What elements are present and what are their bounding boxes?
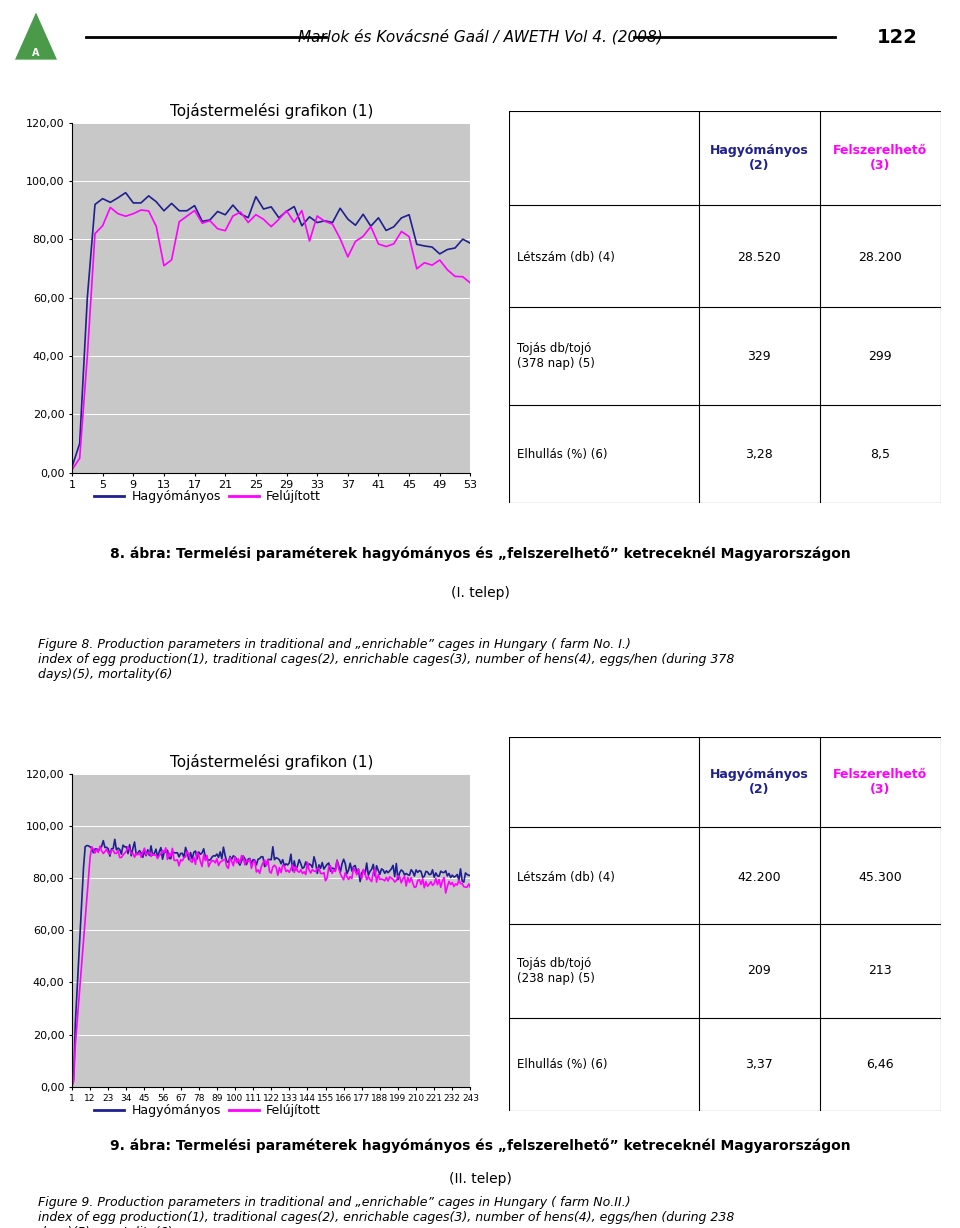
Text: 299: 299 — [869, 350, 892, 362]
Text: 122: 122 — [877, 28, 918, 47]
Text: 42.200: 42.200 — [737, 871, 781, 884]
Text: (II. telep): (II. telep) — [448, 1172, 512, 1185]
Text: 3,28: 3,28 — [746, 448, 773, 460]
Text: (I. telep): (I. telep) — [450, 586, 510, 599]
Text: Felújított: Felújított — [266, 1104, 321, 1116]
Text: 3,37: 3,37 — [746, 1059, 773, 1071]
Text: 8,5: 8,5 — [871, 448, 890, 460]
Text: Létszám (db) (4): Létszám (db) (4) — [517, 252, 615, 264]
Text: A: A — [33, 48, 39, 58]
Text: 9. ábra: Termelési paraméterek hagyómányos és „felszerelhető” ketreceknél Magyar: 9. ábra: Termelési paraméterek hagyómány… — [109, 1138, 851, 1153]
Text: 6,46: 6,46 — [867, 1059, 894, 1071]
Text: Felszerelhető
(3): Felszerelhető (3) — [833, 144, 927, 172]
Text: 28.200: 28.200 — [858, 252, 902, 264]
Text: Elhullás (%) (6): Elhullás (%) (6) — [517, 1059, 608, 1071]
Title: Tojástermelési grafikon (1): Tojástermelési grafikon (1) — [170, 103, 372, 119]
Text: Tojás db/tojó
(238 nap) (5): Tojás db/tojó (238 nap) (5) — [517, 957, 595, 985]
Text: 28.520: 28.520 — [737, 252, 781, 264]
Text: Felszerelhető
(3): Felszerelhető (3) — [833, 768, 927, 796]
Text: Elhullás (%) (6): Elhullás (%) (6) — [517, 448, 608, 460]
Polygon shape — [14, 11, 58, 60]
Text: Tojás db/tojó
(378 nap) (5): Tojás db/tojó (378 nap) (5) — [517, 343, 595, 370]
Text: 329: 329 — [748, 350, 771, 362]
Text: 209: 209 — [748, 964, 771, 977]
Text: 213: 213 — [869, 964, 892, 977]
Title: Tojástermelési grafikon (1): Tojástermelési grafikon (1) — [170, 754, 372, 770]
Text: Létszám (db) (4): Létszám (db) (4) — [517, 871, 615, 884]
Text: Figure 9. Production parameters in traditional and „enrichable” cages in Hungary: Figure 9. Production parameters in tradi… — [37, 1196, 734, 1228]
Text: Hagyómányos: Hagyómányos — [132, 1104, 221, 1116]
Text: 45.300: 45.300 — [858, 871, 902, 884]
Text: Figure 8. Production parameters in traditional and „enrichable” cages in Hungary: Figure 8. Production parameters in tradi… — [37, 639, 734, 682]
Text: Felújított: Felújított — [266, 490, 321, 502]
Text: Marlok és Kovácsné Gaál / AWETH Vol 4. (2008): Marlok és Kovácsné Gaál / AWETH Vol 4. (… — [298, 29, 662, 45]
Text: 8. ábra: Termelési paraméterek hagyómányos és „felszerelhető” ketreceknél Magyar: 8. ábra: Termelési paraméterek hagyómány… — [109, 546, 851, 561]
Text: Hagyómányos: Hagyómányos — [132, 490, 221, 502]
Text: Hagyómányos
(2): Hagyómányos (2) — [710, 144, 808, 172]
Text: Hagyómányos
(2): Hagyómányos (2) — [710, 768, 808, 796]
